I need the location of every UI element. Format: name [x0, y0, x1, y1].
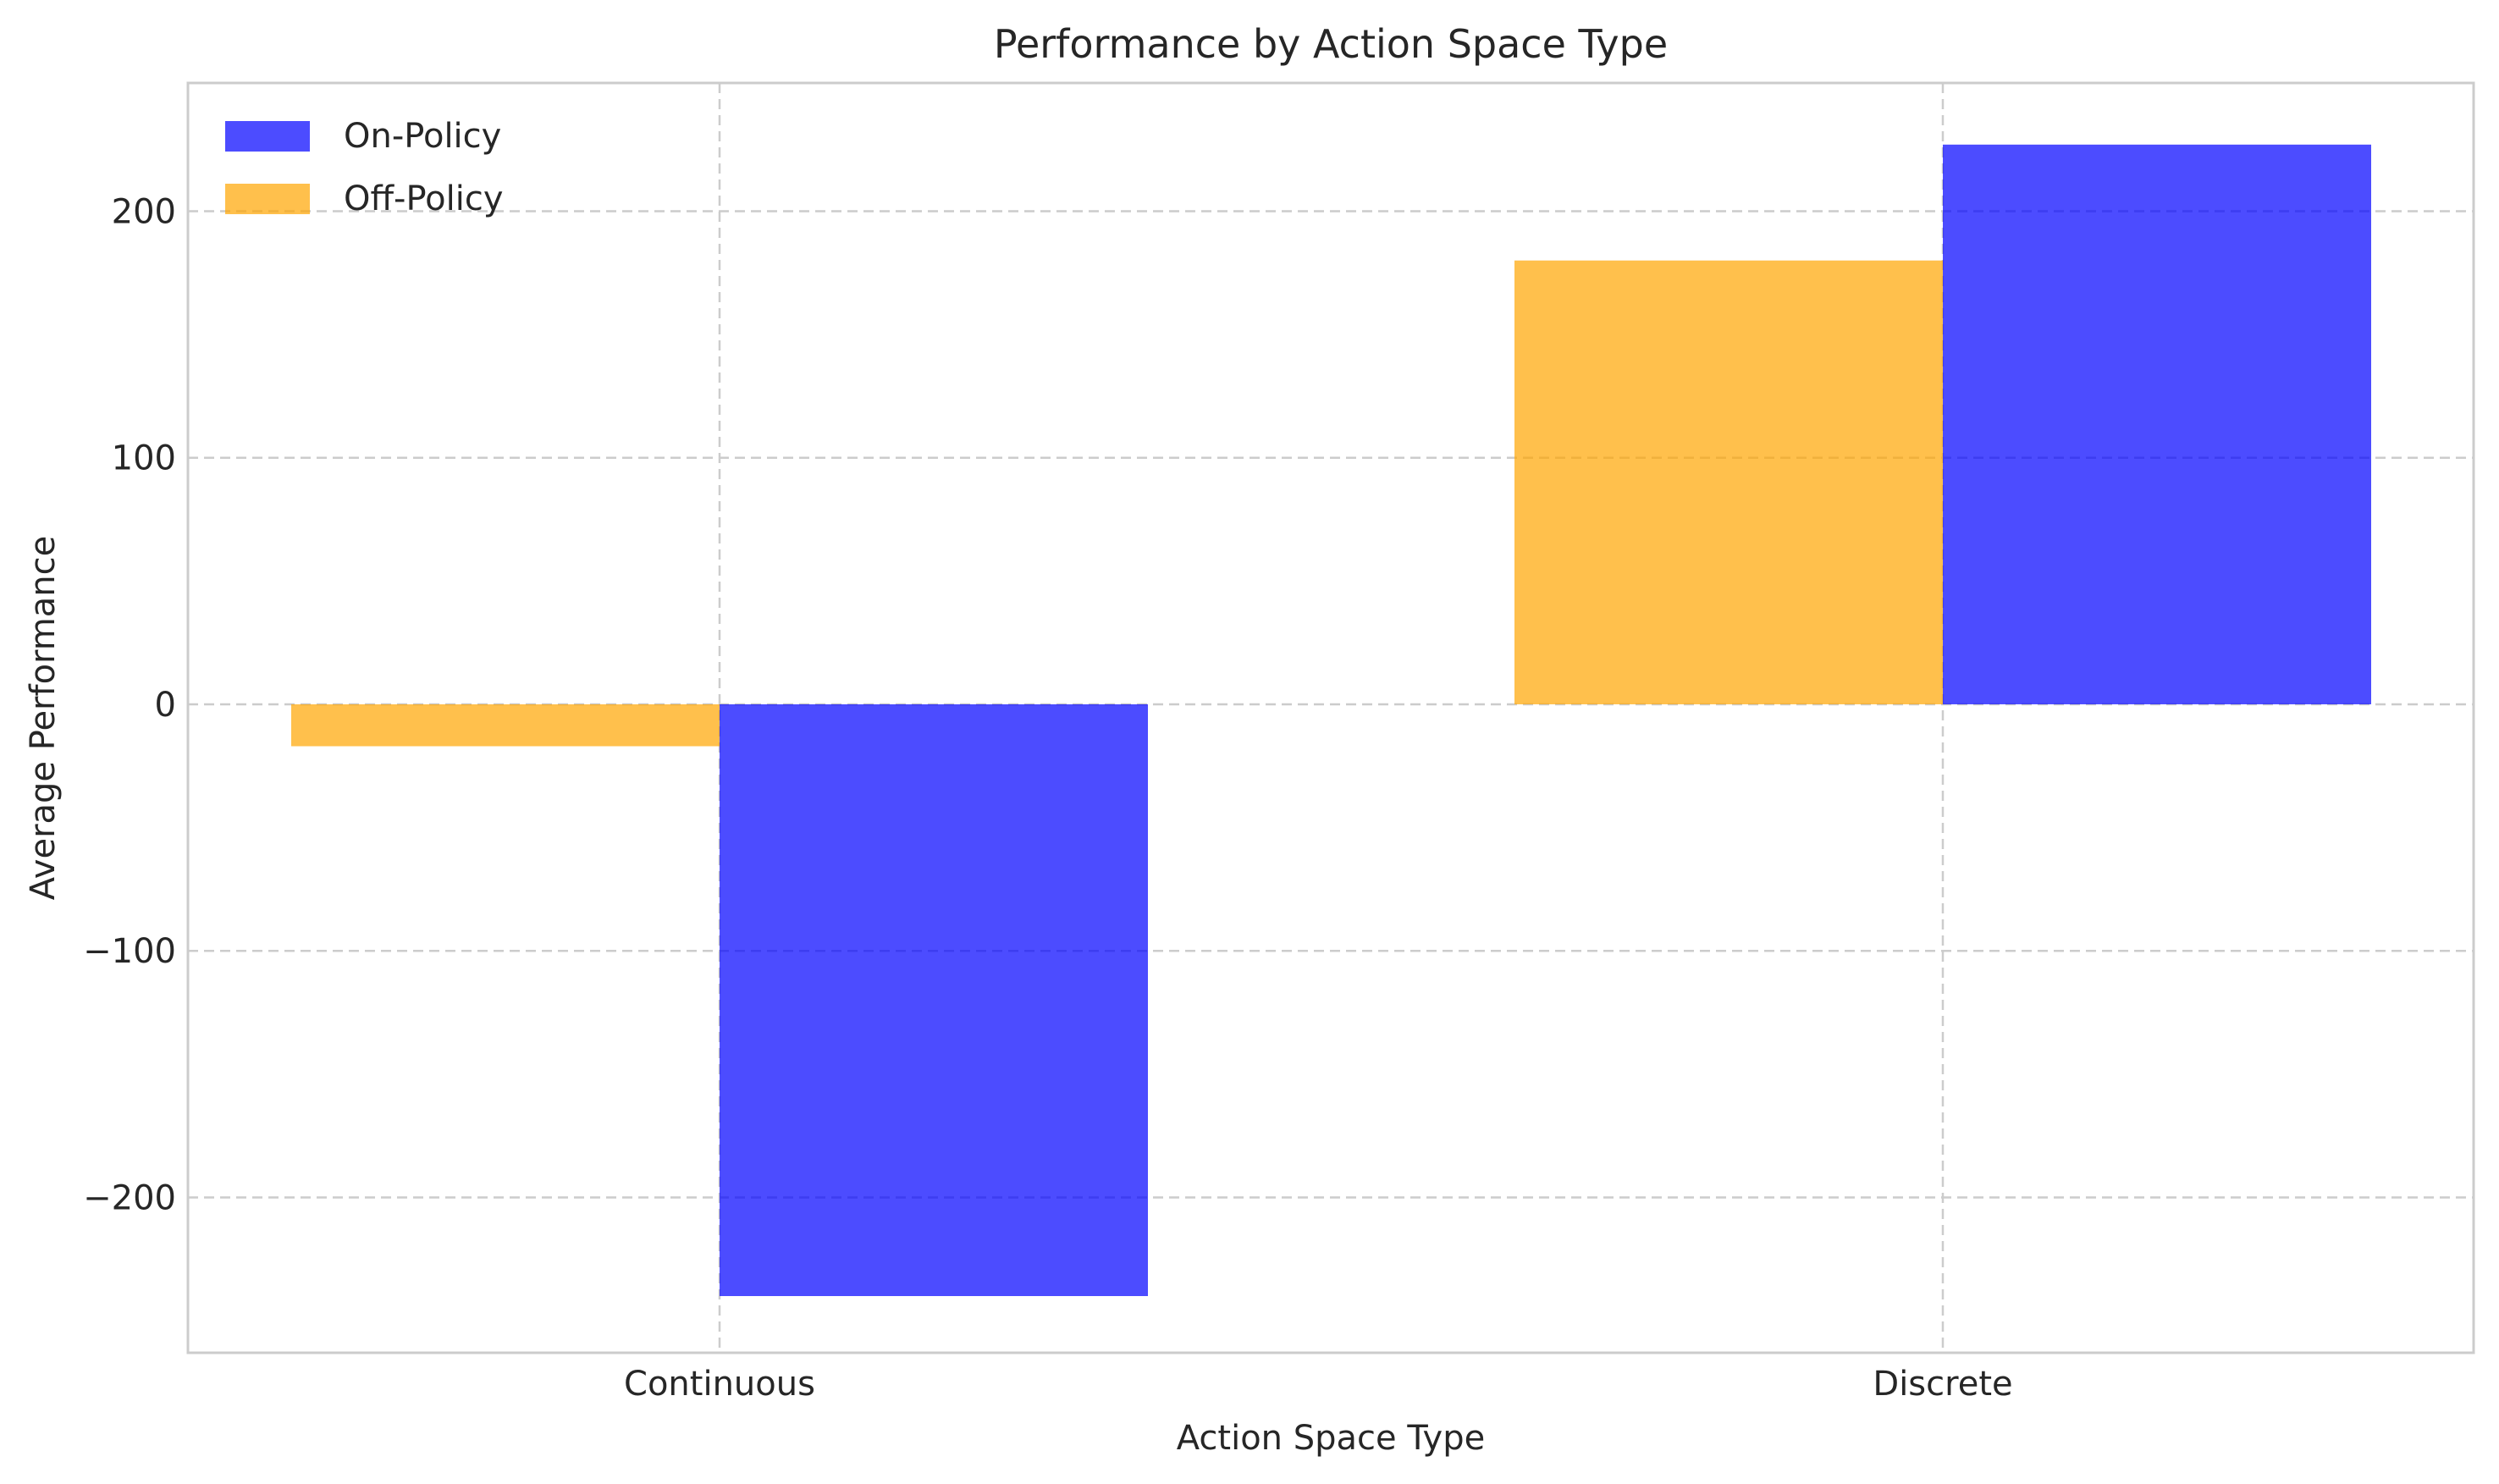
- legend: On-Policy Off-Policy: [225, 117, 504, 218]
- legend-label-on-policy: On-Policy: [344, 117, 501, 156]
- y-axis-label: Average Performance: [24, 536, 63, 900]
- bar-on-policy-discrete: [1943, 144, 2371, 704]
- bar-off-policy-continuous: [291, 703, 720, 747]
- x-axis-label: Action Space Type: [1177, 1419, 1485, 1458]
- y-tick-label: 200: [112, 192, 176, 231]
- y-tick-label: −200: [83, 1179, 176, 1218]
- x-tick-label: Discrete: [1873, 1365, 2012, 1404]
- legend-swatch-off-policy: [225, 184, 310, 214]
- y-axis-ticks: −200 −100 0 100 200: [83, 192, 176, 1217]
- legend-swatch-on-policy: [225, 121, 310, 152]
- plot-frame: [186, 81, 2475, 1354]
- bar-on-policy-continuous: [720, 703, 1148, 1297]
- legend-label-off-policy: Off-Policy: [344, 179, 504, 218]
- y-tick-label: −100: [83, 932, 176, 971]
- bars: [291, 144, 2371, 1297]
- x-tick-label: Continuous: [624, 1365, 815, 1404]
- y-tick-label: 100: [112, 439, 176, 478]
- chart-title: Performance by Action Space Type: [994, 21, 1668, 67]
- bar-off-policy-discrete: [1514, 260, 1943, 704]
- x-axis-ticks: Continuous Discrete: [624, 1365, 2013, 1404]
- y-tick-label: 0: [155, 686, 176, 725]
